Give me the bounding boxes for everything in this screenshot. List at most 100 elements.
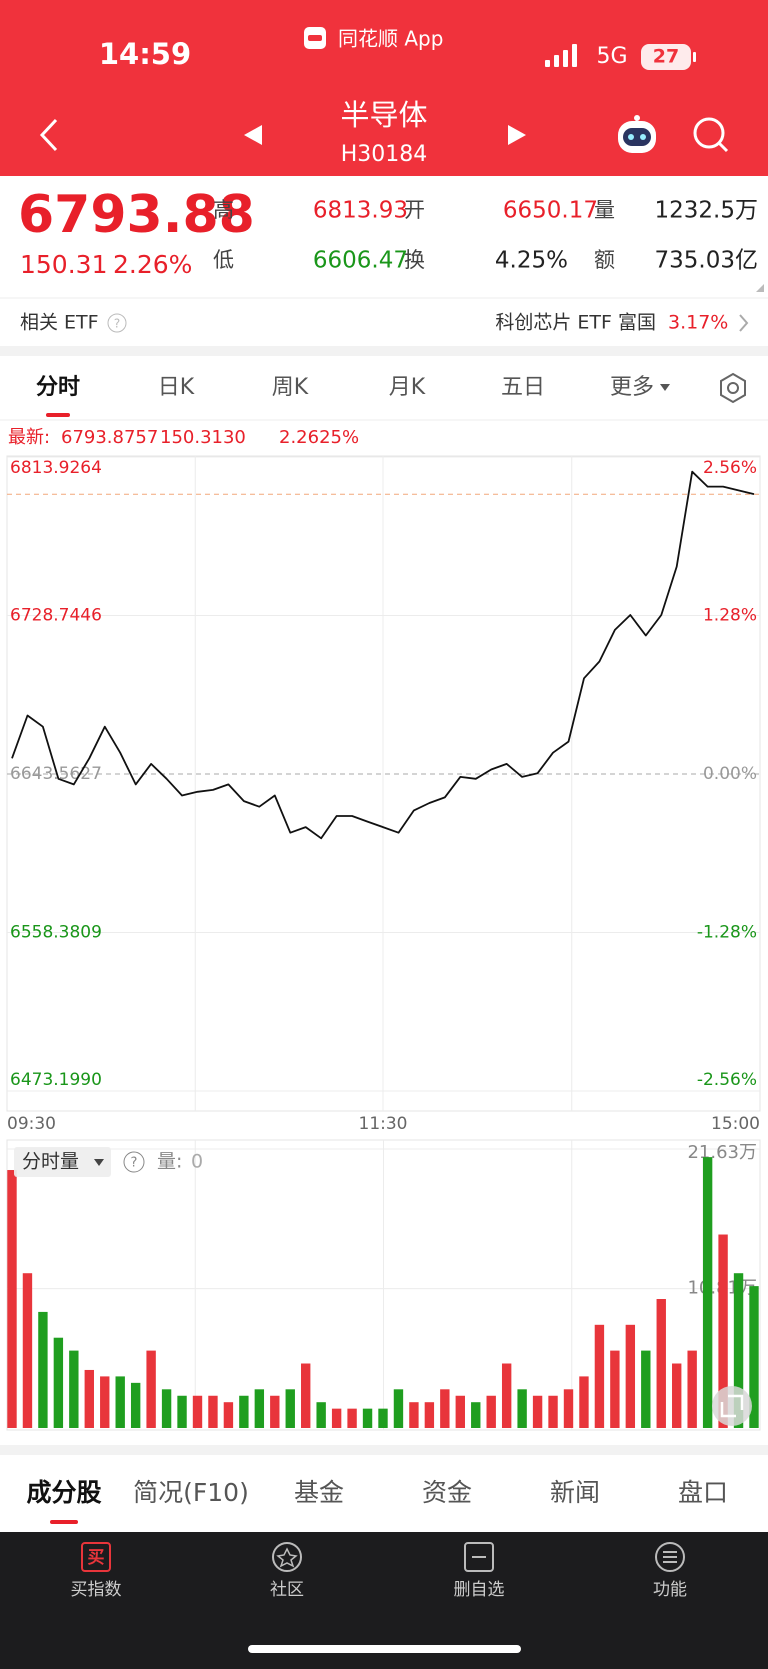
search-button[interactable]	[693, 117, 729, 153]
volume-bar	[610, 1350, 620, 1428]
volume-bar	[424, 1402, 435, 1428]
quote-change-pct: 2.26%	[113, 250, 192, 279]
help-icon[interactable]	[123, 1151, 145, 1173]
volume-readout: 0	[191, 1151, 203, 1173]
zoom-button[interactable]	[712, 1386, 752, 1426]
dropdown-arrow	[94, 1159, 104, 1166]
volume-title: 分时量	[22, 1151, 79, 1173]
volume-bar	[270, 1395, 280, 1428]
settings-icon[interactable]	[720, 372, 746, 404]
y-tick-label: 21.63万	[687, 1142, 757, 1163]
y2-tick-label: 2.56%	[703, 458, 757, 478]
field-label: 额	[594, 248, 615, 272]
tab-indicator	[46, 413, 70, 417]
nav-label: 删自选	[454, 1580, 505, 1600]
field-value: 4.25%	[495, 248, 568, 274]
robot-icon[interactable]	[618, 115, 656, 153]
y2-tick-label: 1.28%	[703, 606, 757, 626]
volume-bar	[563, 1389, 574, 1428]
gap	[0, 346, 768, 356]
volume-bar	[455, 1395, 465, 1428]
field-value: 735.03亿	[655, 248, 758, 274]
bottom-tab[interactable]: 成分股	[26, 1478, 101, 1507]
status-app: 同花顺 App	[338, 27, 443, 51]
tab[interactable]: 分时	[36, 375, 80, 400]
field-label: 高	[213, 198, 234, 222]
tab[interactable]: 月K	[389, 375, 426, 400]
field-value: 6650.17	[503, 198, 598, 224]
volume-bar	[208, 1395, 218, 1428]
next-button[interactable]	[508, 125, 526, 145]
battery-tip	[693, 52, 696, 62]
volume-bar	[486, 1395, 496, 1428]
volume-bar	[625, 1324, 636, 1428]
volume-bar	[38, 1311, 48, 1428]
field-label: 低	[213, 248, 234, 272]
etf-label: 相关 ETF	[20, 312, 99, 334]
volume-bar	[532, 1395, 543, 1428]
help-icon[interactable]	[107, 313, 127, 333]
etf-pct: 3.17%	[668, 312, 728, 334]
volume-bar	[22, 1273, 33, 1428]
volume-bar	[579, 1376, 589, 1428]
volume-bar	[733, 1273, 744, 1428]
bottom-tab[interactable]: 资金	[422, 1478, 472, 1507]
volume-selector[interactable]	[14, 1147, 111, 1177]
x-tick-label: 11:30	[359, 1114, 408, 1134]
y2-tick-label: -1.28%	[697, 923, 757, 943]
latest-label: 最新:	[8, 427, 50, 448]
x-tick-label: 09:30	[7, 1114, 56, 1134]
tab[interactable]: 周K	[272, 375, 309, 400]
tab[interactable]: 更多	[610, 375, 654, 400]
volume-bar	[192, 1395, 203, 1428]
bottom-tab[interactable]: 简况(F10)	[133, 1478, 249, 1507]
y2-tick-label: 0.00%	[703, 764, 757, 784]
volume-bar	[285, 1389, 295, 1428]
volume-bar	[517, 1389, 527, 1428]
field-label: 开	[404, 198, 425, 222]
volume-bar	[687, 1350, 697, 1428]
bottom-tab[interactable]: 基金	[294, 1478, 344, 1507]
field-value: 1232.5万	[655, 198, 758, 224]
volume-bar	[301, 1363, 311, 1428]
volume-bar	[594, 1324, 605, 1428]
help-glyph: ?	[131, 1156, 138, 1171]
latest-change: 150.3130	[160, 427, 246, 448]
signal-icon	[545, 44, 577, 67]
app-icon-mark	[308, 35, 322, 41]
home-indicator	[248, 1645, 521, 1653]
y2-tick-label: -2.56%	[697, 1070, 757, 1090]
quote-change: 150.31	[20, 250, 107, 279]
bottom-tab[interactable]: 新闻	[550, 1478, 600, 1507]
bottom-tab[interactable]: 盘口	[678, 1478, 728, 1507]
charts: 09:30 11:30 15:00 6473.1990 6558.3809 6643.56…	[7, 456, 760, 1430]
back-button[interactable]	[39, 118, 58, 152]
volume-bar	[100, 1376, 110, 1428]
volume-readout-label: 量:	[157, 1151, 182, 1173]
tab[interactable]: 日K	[158, 375, 195, 400]
volume-bar	[146, 1350, 156, 1428]
field-value: 6606.47	[313, 248, 408, 274]
volume-bar	[749, 1286, 759, 1428]
settings-icon-dot	[727, 382, 739, 394]
volume-bar	[718, 1234, 728, 1428]
field-value: 6813.93	[313, 198, 408, 224]
nav-item[interactable]: 功能	[653, 1542, 687, 1600]
prev-button[interactable]	[244, 125, 262, 145]
tab-indicator	[50, 1520, 78, 1524]
etf-name[interactable]: 科创芯片 ETF 富国	[495, 312, 656, 334]
volume-bar	[161, 1389, 172, 1428]
volume-bar	[471, 1402, 481, 1428]
nav-item[interactable]: 社区	[270, 1542, 304, 1600]
tab[interactable]: 五日	[501, 375, 545, 400]
volume-bar	[331, 1408, 342, 1428]
volume-bar	[347, 1408, 357, 1428]
volume-bar	[501, 1363, 512, 1428]
corner-mark	[756, 284, 764, 292]
gap	[0, 1445, 768, 1455]
volume-bar	[548, 1395, 558, 1428]
nav-item[interactable]: 买 买指数	[71, 1542, 122, 1600]
nav-item[interactable]: 删自选	[454, 1542, 505, 1600]
volume-bar	[254, 1389, 265, 1428]
status-network: 5G	[596, 44, 627, 69]
